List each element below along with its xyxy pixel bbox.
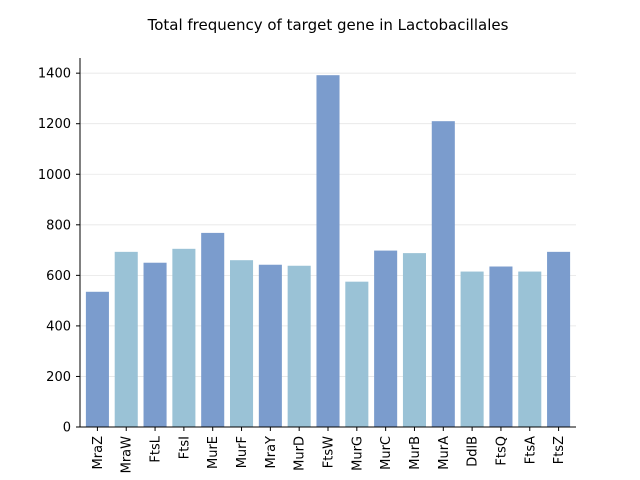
x-tick-label: FtsI [177,436,192,459]
x-tick-label: MraZ [91,436,106,470]
y-tick-label: 200 [46,370,71,385]
x-tick-label: MurG [350,436,365,471]
x-tick-label: MraW [120,436,135,474]
bar-ftsz [547,251,571,427]
y-tick-label: 0 [63,421,71,436]
bar-mure [201,232,225,427]
x-tick-label: FtsQ [494,436,509,466]
y-tick-label: 1000 [38,168,71,183]
bar-mraw [114,251,138,427]
x-tick-label: FtsA [523,436,538,464]
bar-ftsw [316,75,340,427]
x-tick-label: MurE [206,436,221,469]
x-tick-label: MurA [437,436,452,470]
chart-title: Total frequency of target gene in Lactob… [147,16,509,34]
y-tick-label: 400 [46,319,71,334]
bar-murf [230,260,254,427]
bar-ddlb [460,271,484,427]
bar-murd [287,265,311,427]
bar-murg [345,281,369,427]
bar-murc [374,250,398,427]
bar-mura [431,121,455,427]
y-tick-label: 1400 [38,67,71,82]
y-tick-label: 1200 [38,117,71,132]
bar-ftsi [172,248,196,427]
x-tick-label: FtsL [149,435,164,462]
bar-mraz [85,291,109,427]
x-tick-label: MurC [379,436,394,470]
x-tick-label: MurF [235,436,250,468]
bar-ftsl [143,262,167,427]
x-tick-label: FtsW [322,436,337,468]
y-axis: 0 200 400 600 800 1000 1200 1400 [38,58,81,436]
x-tick-label: MurD [293,436,308,471]
bars [85,75,571,427]
y-tick-label: 600 [46,269,71,284]
bar-ftsq [489,266,513,427]
x-axis: MraZ MraW FtsL FtsI MurE MurF MraY MurD FtsW MurG… [80,426,576,474]
y-tick-label: 800 [46,218,71,233]
x-tick-label: FtsZ [552,436,567,464]
bar-ftsa [518,271,542,427]
bar-murb [402,253,426,427]
x-tick-label: MurB [408,436,423,470]
x-tick-label: MraY [264,436,279,469]
x-tick-label: DdlB [466,436,481,467]
bar-mray [258,264,282,427]
